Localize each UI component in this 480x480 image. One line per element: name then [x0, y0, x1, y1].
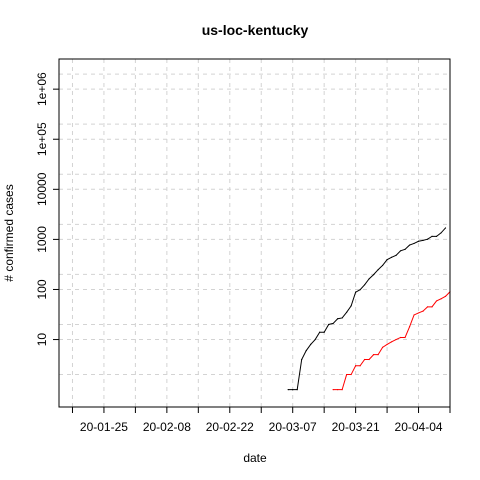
- data-point: [377, 269, 379, 271]
- plot-frame: [58, 58, 451, 408]
- data-point: [341, 389, 343, 391]
- y-tick-label: 1e+06: [35, 72, 49, 106]
- data-point: [440, 298, 442, 300]
- data-point: [390, 256, 393, 258]
- data-point: [292, 389, 294, 391]
- x-axis-label: date: [243, 451, 267, 465]
- y-axis-label: # confirmed cases: [2, 184, 16, 281]
- data-point: [440, 232, 442, 234]
- data-point: [404, 248, 406, 250]
- y-tick-label: 1000: [35, 226, 49, 253]
- data-point: [426, 238, 429, 240]
- data-point: [323, 331, 325, 333]
- data-point: [426, 306, 429, 308]
- chart-title: us-loc-kentucky: [202, 22, 309, 38]
- y-tick-label: 100: [35, 279, 49, 299]
- data-point: [355, 365, 357, 367]
- data-point: [341, 317, 343, 319]
- y-tick-label: 10: [35, 333, 49, 347]
- data-point: [368, 278, 370, 280]
- y-tick-label: 1e+05: [35, 122, 49, 156]
- data-point: [413, 314, 415, 316]
- data-point: [301, 358, 303, 361]
- y-tick-label: 10000: [35, 172, 49, 206]
- data-point: [390, 341, 393, 343]
- data-point: [337, 318, 339, 320]
- data-point: [381, 346, 384, 348]
- data-point: [431, 235, 433, 237]
- data-point: [395, 254, 397, 256]
- data-point: [359, 365, 361, 367]
- data-point: [408, 244, 411, 246]
- data-point: [422, 310, 424, 312]
- data-point: [359, 289, 361, 291]
- data-point: [310, 343, 312, 346]
- data-point: [381, 264, 384, 267]
- data-point: [355, 291, 357, 293]
- data-point: [332, 322, 334, 325]
- grid: [59, 59, 451, 407]
- data-point: [328, 323, 330, 326]
- data-point: [364, 358, 366, 361]
- data-point: [337, 389, 339, 391]
- x-tick-label: 20-03-21: [332, 420, 380, 434]
- data-point: [319, 331, 321, 333]
- data-point: [350, 305, 352, 307]
- data-point: [417, 240, 420, 242]
- data-point: [346, 311, 348, 313]
- data-point: [377, 354, 379, 356]
- data-point: [296, 389, 298, 391]
- x-tick-label: 20-03-07: [269, 420, 317, 434]
- series-layer: [287, 227, 451, 391]
- data-point: [350, 373, 352, 376]
- data-point: [444, 227, 447, 229]
- data-point: [431, 306, 433, 308]
- data-point: [346, 373, 348, 376]
- data-point: [314, 338, 316, 341]
- data-point: [368, 358, 370, 361]
- series-line-1: [288, 227, 446, 391]
- data-point: [395, 338, 397, 341]
- data-point: [444, 295, 447, 297]
- x-tick-label: 20-02-08: [143, 420, 191, 434]
- data-point: [435, 300, 438, 302]
- data-point: [399, 336, 402, 339]
- data-point: [422, 239, 424, 241]
- data-point: [372, 274, 375, 276]
- data-point: [287, 389, 289, 391]
- data-point: [305, 350, 307, 352]
- data-point: [386, 343, 388, 346]
- data-point: [386, 259, 388, 261]
- data-point: [332, 389, 334, 391]
- x-tick-label: 20-01-25: [80, 420, 128, 434]
- data-point: [417, 312, 420, 314]
- axes: 20-01-25 20-02-08 20-02-22 20-03-07 20-03-21…: [35, 72, 451, 434]
- data-point: [435, 235, 438, 237]
- data-point: [413, 242, 415, 245]
- data-point: [408, 326, 411, 328]
- data-point: [364, 284, 366, 286]
- data-point: [399, 250, 402, 252]
- x-tick-label: 20-04-04: [395, 420, 443, 434]
- x-tick-label: 20-02-22: [206, 420, 254, 434]
- data-point: [404, 336, 406, 339]
- data-point: [372, 354, 375, 356]
